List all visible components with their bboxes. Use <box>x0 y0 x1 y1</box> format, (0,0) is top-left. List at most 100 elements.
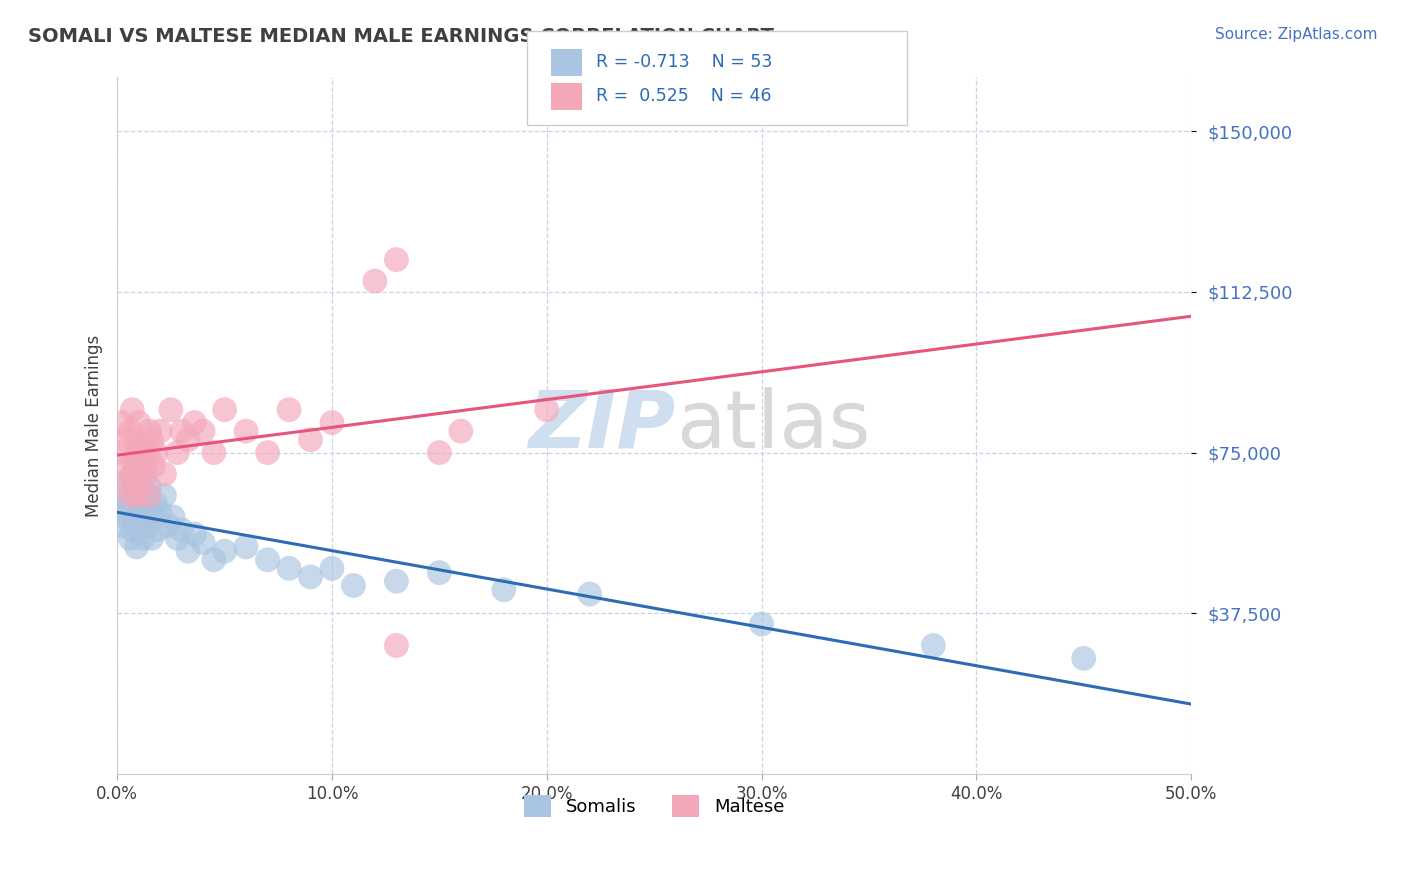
Point <box>108 501 131 516</box>
Point <box>136 488 159 502</box>
Point <box>145 497 167 511</box>
Point <box>153 488 176 502</box>
Point <box>124 454 146 468</box>
Point <box>299 570 322 584</box>
Point <box>138 480 160 494</box>
Point <box>129 467 152 481</box>
Text: SOMALI VS MALTESE MEDIAN MALE EARNINGS CORRELATION CHART: SOMALI VS MALTESE MEDIAN MALE EARNINGS C… <box>28 27 773 45</box>
Point <box>202 553 225 567</box>
Point <box>170 523 193 537</box>
Point <box>108 445 131 459</box>
Point <box>132 475 155 490</box>
Point <box>177 433 200 447</box>
Point <box>117 475 139 490</box>
Point <box>128 445 150 459</box>
Point <box>128 416 150 430</box>
Point <box>138 488 160 502</box>
Point <box>124 492 146 507</box>
Text: R =  0.525    N = 46: R = 0.525 N = 46 <box>596 87 772 105</box>
Point <box>145 445 167 459</box>
Point <box>121 523 143 537</box>
Point <box>146 523 169 537</box>
Point <box>278 561 301 575</box>
Point <box>162 509 184 524</box>
Point <box>385 639 408 653</box>
Point <box>142 458 165 473</box>
Point <box>136 445 159 459</box>
Point <box>183 527 205 541</box>
Point <box>177 544 200 558</box>
Y-axis label: Median Male Earnings: Median Male Earnings <box>86 334 103 516</box>
Point <box>153 467 176 481</box>
Point <box>202 445 225 459</box>
Point <box>125 433 148 447</box>
Point <box>170 424 193 438</box>
Point <box>124 475 146 490</box>
Point <box>342 578 364 592</box>
Legend: Somalis, Maltese: Somalis, Maltese <box>517 788 792 824</box>
Point <box>191 424 214 438</box>
Point <box>129 518 152 533</box>
Point <box>110 416 132 430</box>
Point <box>450 424 472 438</box>
Point <box>120 497 142 511</box>
Point <box>121 467 143 481</box>
Point <box>138 501 160 516</box>
Point <box>214 544 236 558</box>
Text: ZIP: ZIP <box>529 387 676 465</box>
Point <box>149 424 172 438</box>
Text: Source: ZipAtlas.com: Source: ZipAtlas.com <box>1215 27 1378 42</box>
Point <box>120 532 142 546</box>
Point <box>157 518 180 533</box>
Point <box>183 416 205 430</box>
Point <box>132 497 155 511</box>
Point <box>120 488 142 502</box>
Point <box>427 445 450 459</box>
Point <box>166 445 188 459</box>
Point <box>121 402 143 417</box>
Point <box>492 582 515 597</box>
Point <box>149 506 172 520</box>
Point <box>138 424 160 438</box>
Point <box>385 574 408 589</box>
Point <box>128 506 150 520</box>
Point <box>141 532 163 546</box>
Point <box>129 484 152 499</box>
Point <box>166 532 188 546</box>
Point <box>235 540 257 554</box>
Point <box>125 540 148 554</box>
Point <box>128 458 150 473</box>
Point <box>578 587 600 601</box>
Point <box>136 518 159 533</box>
Point <box>112 488 135 502</box>
Point <box>114 509 136 524</box>
Text: R = -0.713    N = 53: R = -0.713 N = 53 <box>596 54 772 71</box>
Point <box>321 561 343 575</box>
Point <box>256 553 278 567</box>
Point <box>141 433 163 447</box>
Point <box>214 402 236 417</box>
Point <box>299 433 322 447</box>
Point <box>132 532 155 546</box>
Point <box>121 467 143 481</box>
Point <box>191 535 214 549</box>
Point <box>120 424 142 438</box>
Point <box>1073 651 1095 665</box>
Point <box>321 416 343 430</box>
Point <box>114 433 136 447</box>
Point <box>364 274 387 288</box>
Point <box>536 402 558 417</box>
Point <box>235 424 257 438</box>
Point <box>124 514 146 528</box>
Point <box>125 488 148 502</box>
Point <box>427 566 450 580</box>
Point <box>160 402 183 417</box>
Point <box>142 509 165 524</box>
Point <box>385 252 408 267</box>
Point <box>112 475 135 490</box>
Point <box>134 467 156 481</box>
Point <box>278 402 301 417</box>
Point <box>117 458 139 473</box>
Point <box>922 639 945 653</box>
Point <box>751 617 773 632</box>
